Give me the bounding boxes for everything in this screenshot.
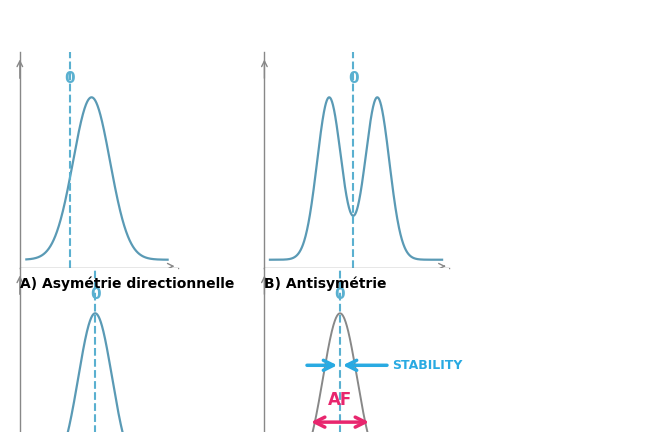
X-axis label: D-G: D-G xyxy=(341,272,373,287)
Text: 0: 0 xyxy=(334,287,345,302)
Text: AF: AF xyxy=(328,391,352,409)
Text: 0: 0 xyxy=(90,287,100,302)
Text: STABILITY: STABILITY xyxy=(392,359,462,372)
Text: B) Antisymétrie: B) Antisymétrie xyxy=(264,276,387,291)
X-axis label: D-G: D-G xyxy=(83,272,115,287)
Text: 0: 0 xyxy=(348,71,358,86)
Text: 0: 0 xyxy=(65,71,75,86)
Text: A) Asymétrie directionnelle: A) Asymétrie directionnelle xyxy=(20,276,234,291)
